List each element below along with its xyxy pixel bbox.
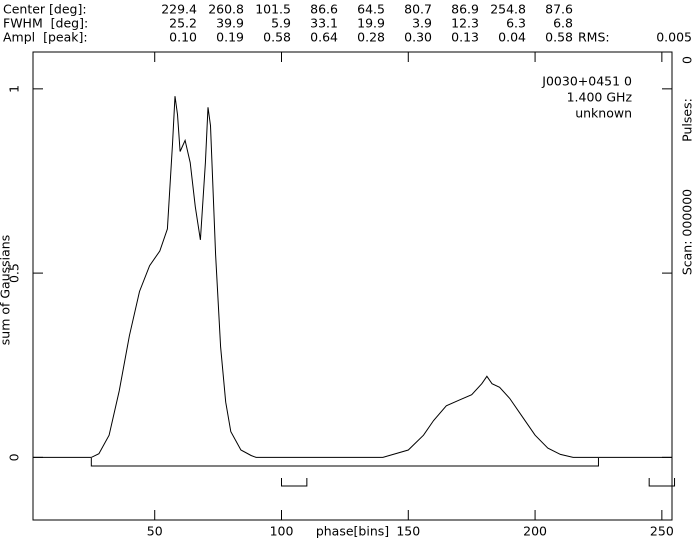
x-tick-label: 100 [270, 524, 294, 539]
cell-value: 64.5 [357, 2, 385, 17]
window-bracket [90, 458, 599, 467]
cell-value: 6.3 [506, 16, 526, 31]
annotation: unknown [575, 106, 632, 121]
y-axis-label: sum of Gaussians [0, 235, 13, 345]
cell-value: 5.9 [271, 16, 291, 31]
plot-frame [32, 51, 673, 521]
row-label: Center [deg]: [3, 2, 87, 17]
cell-value: 86.6 [310, 2, 338, 17]
cell-value: 0.04 [498, 30, 526, 45]
cell-value: 0.10 [169, 30, 197, 45]
cell-value: 0.58 [545, 30, 573, 45]
cell-value: 0.64 [310, 30, 338, 45]
scan-label: Scan: 000000 [680, 189, 695, 275]
profile-line [33, 96, 672, 458]
rms-value: 0.005 [656, 30, 692, 45]
annotation: J0030+0451 0 [541, 74, 632, 89]
row-label: Ampl [peak]: [3, 30, 88, 45]
x-tick-label: 250 [650, 524, 674, 539]
annotation: 1.400 GHz [567, 90, 633, 105]
cell-value: 86.9 [451, 2, 479, 17]
window-bracket [281, 478, 308, 487]
cell-value: 0.19 [216, 30, 244, 45]
pulse-count: 0 [680, 56, 695, 64]
cell-value: 33.1 [310, 16, 338, 31]
cell-value: 229.4 [161, 2, 197, 17]
cell-value: 0.58 [263, 30, 291, 45]
cell-value: 39.9 [216, 16, 244, 31]
cell-value: 0.30 [404, 30, 432, 45]
cell-value: 87.6 [545, 2, 573, 17]
cell-value: 260.8 [208, 2, 244, 17]
rms-label: RMS: [578, 30, 610, 45]
cell-value: 80.7 [404, 2, 432, 17]
cell-value: 12.3 [451, 16, 479, 31]
x-tick-label: 150 [396, 524, 420, 539]
x-axis-label: phase[bins] [316, 524, 389, 539]
cell-value: 6.8 [553, 16, 573, 31]
cell-value: 0.28 [357, 30, 385, 45]
y-tick-label: 0 [7, 453, 22, 461]
window-bracket [648, 478, 676, 487]
cell-value: 3.9 [412, 16, 432, 31]
row-label: FWHM [deg]: [3, 16, 88, 31]
cell-value: 101.5 [255, 2, 291, 17]
cell-value: 0.13 [451, 30, 479, 45]
x-tick-label: 50 [147, 524, 163, 539]
cell-value: 19.9 [357, 16, 385, 31]
cell-value: 254.8 [490, 2, 526, 17]
pulses-label: Pulses: [680, 98, 695, 142]
x-tick-label: 200 [523, 524, 547, 539]
cell-value: 25.2 [169, 16, 197, 31]
y-tick-label: 0.5 [7, 263, 22, 283]
y-tick-label: 1 [7, 85, 22, 93]
